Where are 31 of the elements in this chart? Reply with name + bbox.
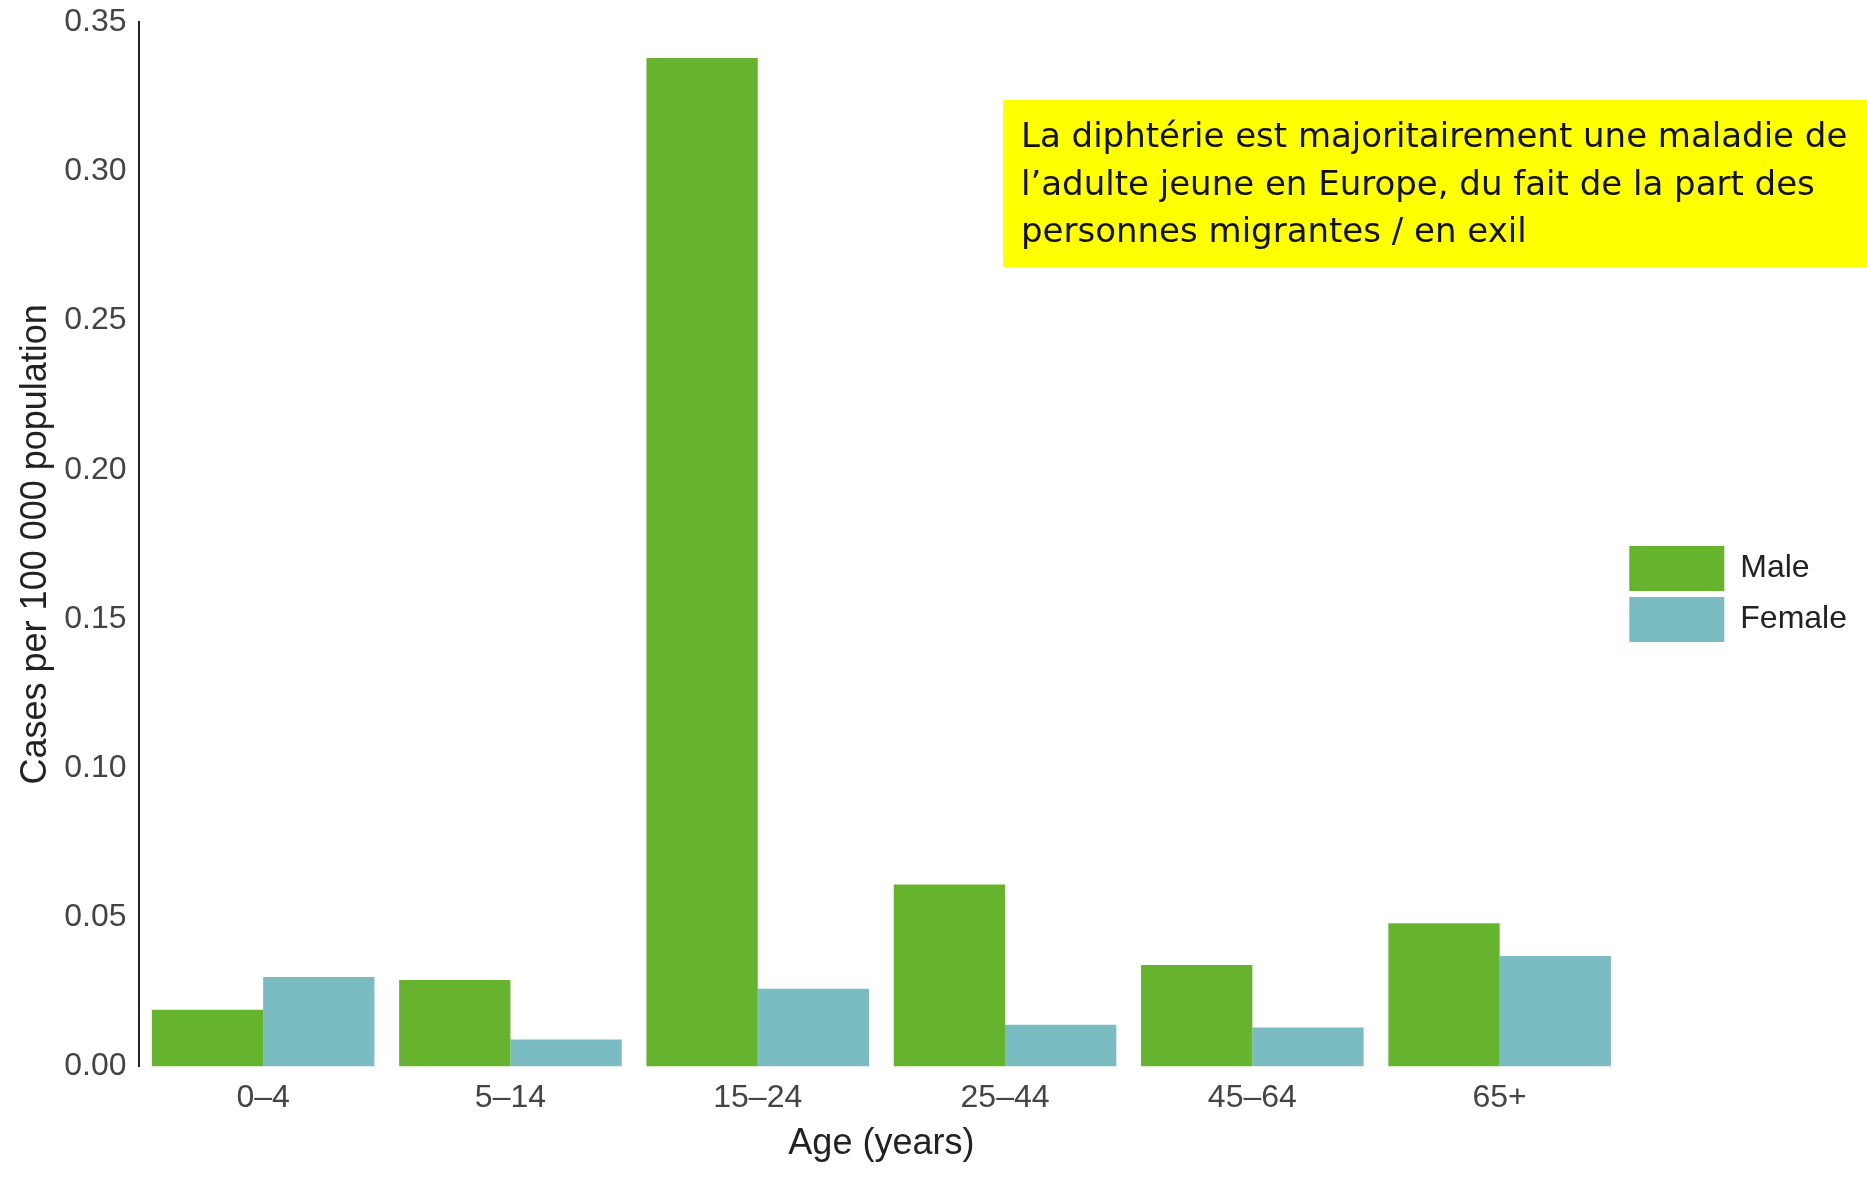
x-tick-label: 5–14 (474, 1078, 547, 1115)
bar (646, 58, 758, 1067)
y-axis-title: Cases per 100 000 population (12, 304, 54, 785)
y-tick-label: 0.00 (64, 1046, 127, 1083)
bar (757, 988, 870, 1067)
x-tick-label: 0–4 (236, 1078, 290, 1115)
bar (510, 1039, 622, 1067)
bar (1141, 964, 1253, 1067)
y-tick-label: 0.20 (64, 449, 127, 486)
y-tick-label: 0.15 (64, 598, 127, 635)
bar (1499, 956, 1611, 1067)
x-tick-label: 15–24 (713, 1078, 803, 1115)
x-tick-label: 45–64 (1207, 1078, 1297, 1115)
annotation: La diphtérie est majoritairement une maladie de l’adulte jeune en Europe, du fait de la part des personnes migrantes / en exil (1003, 100, 1867, 267)
y-tick-label: 0.30 (64, 151, 127, 188)
legend-label: Female (1740, 599, 1847, 636)
bar (1252, 1027, 1364, 1067)
y-tick-label: 0.10 (64, 747, 127, 784)
legend-label: Male (1740, 548, 1810, 585)
y-tick-label: 0.35 (64, 2, 127, 39)
y-tick-label: 0.25 (64, 300, 127, 337)
x-axis-title: Age (years) (788, 1121, 975, 1163)
x-tick-label: 25–44 (960, 1078, 1050, 1115)
bar (399, 979, 511, 1067)
bar (1005, 1024, 1117, 1067)
x-tick-label: 65+ (1472, 1078, 1527, 1115)
bar (151, 1009, 264, 1067)
bar (263, 976, 375, 1067)
bar (893, 884, 1006, 1067)
y-tick-label: 0.05 (64, 897, 127, 934)
bar (1388, 923, 1500, 1067)
